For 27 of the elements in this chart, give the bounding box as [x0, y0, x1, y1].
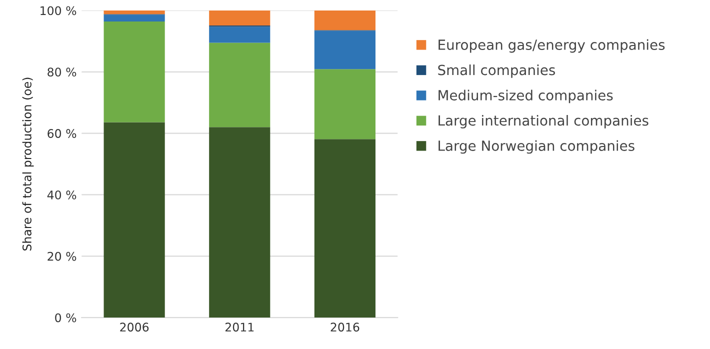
y-axis-title: Share of total production (oe) — [22, 78, 34, 251]
y-tick-label: 20 % — [48, 252, 76, 261]
legend-label: Large international companies — [438, 114, 648, 128]
bar — [314, 30, 376, 70]
y-tick-label: 40 % — [47, 190, 76, 200]
y-tick-label: 80 % — [48, 68, 76, 77]
bar — [209, 127, 270, 318]
bar — [104, 22, 165, 122]
bar — [314, 139, 376, 318]
bar — [314, 69, 376, 140]
x-tick-label: 2011 — [225, 322, 254, 332]
x-tick-label: 2006 — [120, 322, 149, 332]
legend-label: Medium-sized companies — [438, 90, 613, 104]
bar — [104, 14, 165, 22]
legend-label: Small companies — [438, 64, 555, 78]
y-tick-label: 100 % — [40, 6, 76, 16]
bar — [104, 122, 165, 318]
bar — [209, 42, 270, 128]
y-tick-label: 0 % — [55, 313, 76, 322]
x-tick-label: 2016 — [330, 322, 360, 332]
bar — [314, 10, 376, 30]
legend-label: European gas/energy companies — [438, 39, 665, 53]
bar — [209, 26, 270, 43]
bar — [104, 10, 165, 14]
y-tick-label: 60 % — [48, 129, 76, 138]
bar — [209, 10, 270, 26]
legend-label: Large Norwegian companies — [438, 140, 634, 154]
